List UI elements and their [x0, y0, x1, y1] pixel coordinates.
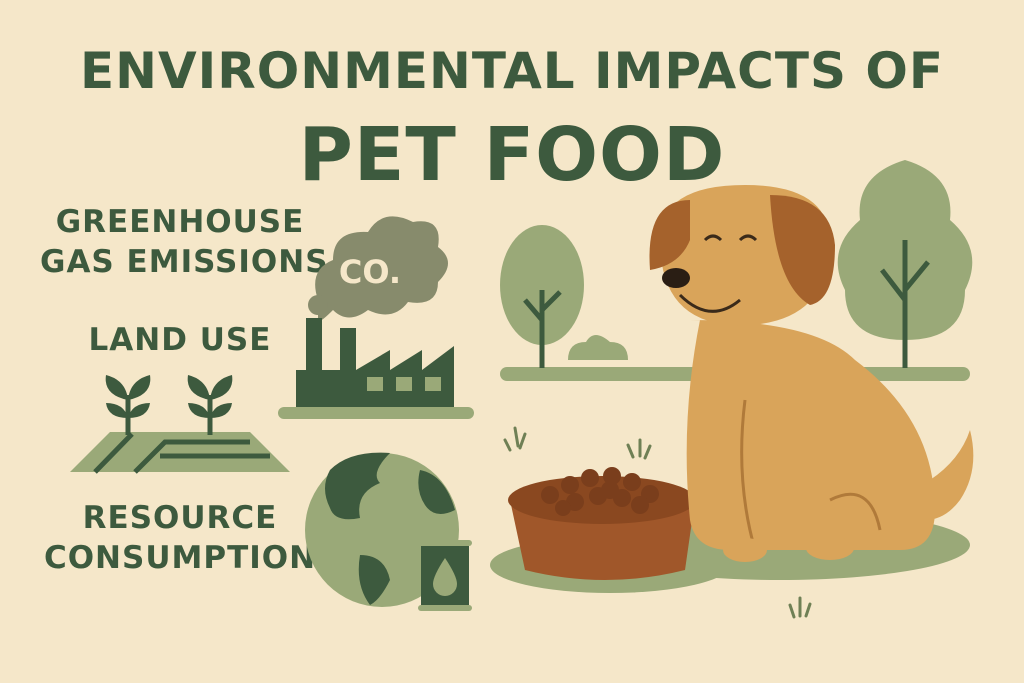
label-line: RESOURCE — [82, 500, 278, 536]
sprouting-field-icon — [70, 375, 290, 474]
title-line-2: PET FOOD — [298, 112, 726, 198]
label-greenhouse-gas-emissions: GREENHOUSE GAS EMISSIONS — [40, 202, 329, 282]
label-line: GAS EMISSIONS — [40, 244, 329, 280]
pet-food-bowl — [508, 467, 696, 580]
tree-left — [500, 225, 584, 345]
title-line-1: ENVIRONMENTAL IMPACTS OF — [79, 42, 945, 100]
label-line: CONSUMPTION — [43, 540, 317, 576]
label-land-use: LAND USE — [88, 322, 272, 358]
label-resource-consumption: RESOURCE CONSUMPTION — [30, 498, 330, 578]
kibble — [541, 467, 659, 516]
dog-illustration — [649, 185, 974, 562]
factory-co2-icon — [278, 216, 474, 419]
label-line: GREENHOUSE — [55, 204, 305, 240]
globe-oil-barrel-icon — [305, 452, 472, 611]
co2-text: CO. — [339, 253, 401, 291]
